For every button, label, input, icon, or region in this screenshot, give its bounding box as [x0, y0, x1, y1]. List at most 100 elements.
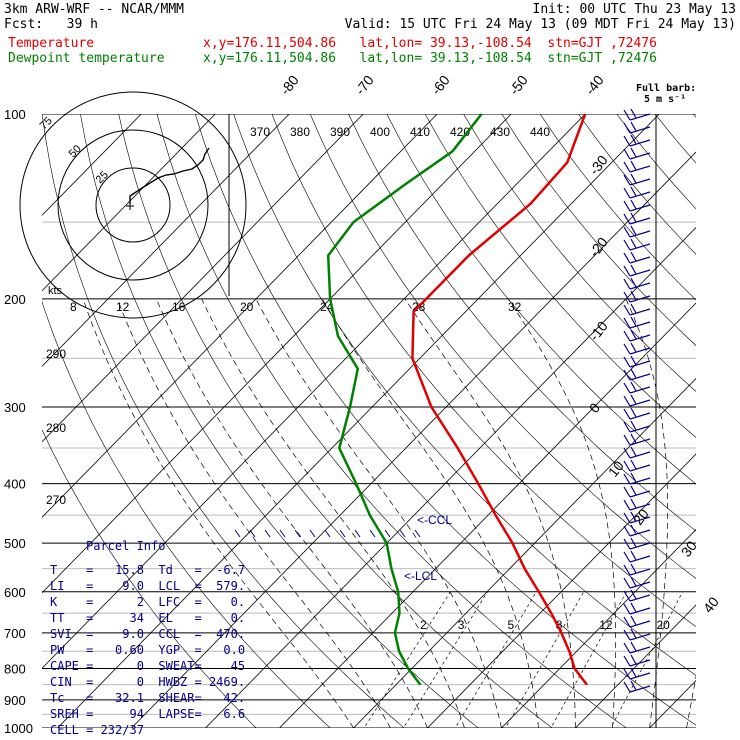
wind-barb	[623, 550, 651, 563]
valid-time: Valid: 15 UTC Fri 24 May 13 (09 MDT Fri …	[344, 17, 736, 32]
bottom-barb-tick	[369, 529, 376, 538]
wind-barb	[623, 199, 651, 212]
pressure-tick-label: 400	[4, 477, 26, 492]
annotation-lcl: <-LCL	[404, 569, 437, 583]
wind-barb	[623, 498, 651, 511]
isotherm-line	[130, 151, 696, 728]
wind-barb	[623, 160, 651, 173]
wind-barb	[623, 537, 651, 550]
isotherm-label: 30	[678, 538, 700, 560]
isotherm-line	[574, 604, 696, 728]
hodograph-speed-label: 8	[70, 300, 77, 314]
mixing-ratio-label: 8	[556, 618, 563, 632]
dry-adiabat	[309, 114, 696, 579]
hodograph-speed-label: 12	[116, 300, 130, 314]
isotherm-line	[42, 114, 216, 292]
wind-barbs	[234, 108, 657, 728]
legend-temperature-location: x,y=176.11,504.86 lat,lon= 39.13,-108.54…	[203, 36, 657, 51]
wind-barb	[623, 680, 651, 693]
wind-barb	[623, 251, 651, 264]
bottom-barb-tick	[354, 529, 361, 538]
mixing-ratio-line	[454, 591, 537, 728]
isotherm-label: -20	[586, 234, 611, 260]
parcel-info-cell: CELL = 232/37	[50, 723, 144, 737]
hodograph-ring-label: 25	[94, 169, 111, 186]
full-barb-units: 5 m s⁻¹	[644, 94, 687, 105]
bottom-barb-tick	[339, 529, 346, 538]
wind-barb	[623, 368, 651, 381]
dry-adiabat	[42, 429, 257, 728]
bottom-barb-tick	[294, 529, 301, 538]
mixing-ratio-line	[505, 591, 585, 728]
mixing-ratio-line	[610, 591, 684, 728]
wind-barb	[623, 134, 651, 147]
parcel-info-row: K = 2 LFC = 0.	[50, 595, 246, 609]
legend-dewpoint-location: x,y=176.11,504.86 lat,lon= 39.13,-108.54…	[203, 51, 657, 66]
wind-barb	[623, 433, 651, 446]
isotherm-line	[204, 226, 696, 728]
moist-adiabat	[117, 298, 391, 728]
pressure-tick-label: 500	[4, 536, 26, 551]
moist-adiabat	[724, 299, 740, 728]
bottom-barb-tick	[399, 529, 406, 538]
dry-adiabat	[80, 114, 479, 728]
mixing-ratio-line	[550, 591, 627, 728]
hodograph-ring	[95, 167, 171, 243]
wind-barb	[623, 212, 651, 225]
moist-adiabat	[507, 298, 616, 728]
theta-label: 370	[250, 125, 270, 139]
bottom-barb-tick	[324, 529, 331, 538]
hodograph-ring-label: 50	[67, 143, 84, 160]
pressure-tick-label: 700	[4, 626, 26, 641]
wind-barb	[623, 641, 651, 654]
mixing-ratio-label: 3	[458, 618, 465, 632]
isotherm-label: 10	[605, 458, 627, 480]
dry-adiabat	[233, 114, 696, 676]
isotherm-label: -10	[586, 318, 611, 344]
moist-adiabat	[625, 298, 669, 728]
isotherm-line	[56, 114, 660, 728]
hodograph-unit-label: kts	[48, 285, 63, 297]
parcel-info-box: Parcel Info T = 15.8 Td = -6.7 LI = 9.0 L…	[44, 538, 245, 737]
dry-adiabat	[42, 114, 405, 728]
bottom-barb-tick	[384, 529, 391, 538]
moist-adiabat	[255, 298, 502, 728]
bottom-barb-tick	[234, 529, 241, 538]
hodograph-speed-label: 20	[240, 300, 254, 314]
isotherm-label: -50	[506, 72, 531, 98]
hodograph-ring-label: 75	[38, 115, 55, 132]
full-barb-label: Full barb:	[636, 83, 697, 94]
sounding-traces: <-CCL <-LCL	[326, 113, 588, 686]
parcel-info-row: CIN = 0 HWBZ = 2469.	[50, 675, 246, 689]
wind-barb	[623, 576, 651, 589]
isotherm-label: -80	[277, 72, 302, 98]
pressure-tick-label: 600	[4, 585, 26, 600]
wind-barb	[623, 589, 651, 602]
dry-adiabat	[501, 114, 696, 346]
wind-barb	[623, 121, 651, 134]
hodograph-trace	[129, 147, 210, 204]
wind-barb	[623, 225, 651, 238]
wind-barb	[623, 290, 651, 303]
dry-adiabat	[424, 114, 696, 438]
dry-adiabat	[693, 114, 696, 118]
moist-adiabat	[686, 674, 696, 728]
background-grid	[42, 114, 740, 728]
wind-barb	[623, 472, 651, 485]
wind-barb	[623, 615, 651, 628]
pressure-tick-label: 900	[4, 693, 26, 708]
isotherm-label: -30	[586, 152, 611, 178]
wind-barb	[623, 381, 651, 394]
isotherm-line	[42, 114, 290, 367]
isotherm-line	[426, 453, 696, 728]
parcel-info-row: LI = 9.0 LCL = 579.	[50, 579, 246, 593]
dry-adiabat	[654, 114, 696, 164]
parcel-info-row: CAPE = 0 SWEAT= 45	[50, 659, 246, 673]
wind-barb	[623, 316, 651, 329]
theta-label: 430	[490, 125, 510, 139]
isotherm-label: -70	[352, 72, 377, 98]
isotherm-label: 40	[700, 594, 722, 616]
wind-barb	[623, 485, 651, 498]
dry-adiabat	[348, 114, 696, 532]
